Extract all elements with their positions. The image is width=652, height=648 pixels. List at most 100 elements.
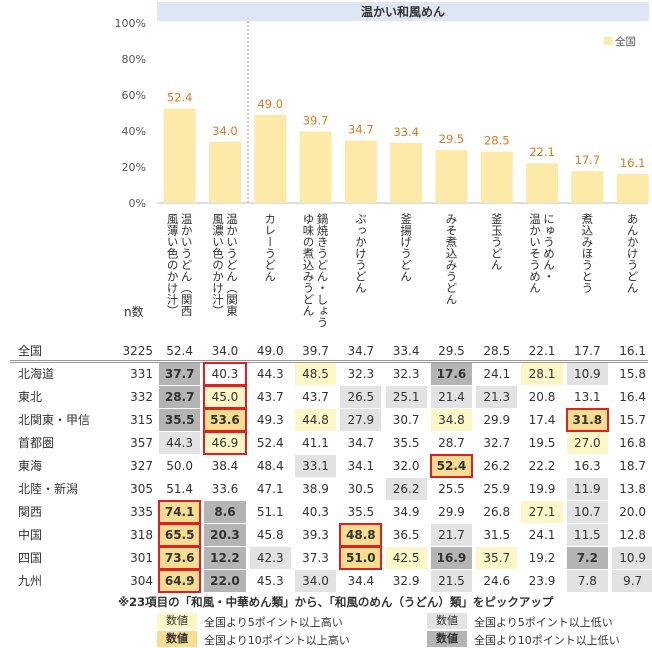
table-cell: 21.7 [430, 524, 473, 546]
table-cell: 21.4 [430, 386, 473, 408]
sample-size: 327 [130, 459, 153, 473]
table-cell: 13.1 [573, 390, 601, 404]
category-label: 釜玉うどん [490, 212, 504, 270]
table-cell: 44.8 [294, 409, 337, 431]
category-label: 温かいそうめん [528, 212, 542, 293]
table-cell: 26.8 [483, 505, 511, 519]
table-cell: 21.3 [476, 386, 518, 408]
table-cell: 7.8 [566, 570, 608, 592]
category-label: にゅうめん・ [542, 213, 556, 282]
legend-swatch-l2: 数値 [427, 631, 467, 647]
table-cell: 53.6 [204, 409, 246, 431]
category-label: 温かいうどん（関東 [225, 212, 239, 317]
sample-size: 332 [130, 390, 153, 404]
sample-size: 335 [130, 505, 153, 519]
bar-chart: 温かい和風めん 0% 20% 40% 60% 80% 100% 52.4 34.0 49.0 3… [115, 2, 649, 328]
table-cell: 17.6 [430, 363, 473, 385]
bar [390, 142, 423, 203]
table-cell: 29.9 [438, 505, 465, 519]
table-cell: 47.1 [256, 482, 284, 496]
sample-size: 304 [130, 574, 153, 588]
table-cell: 42.5 [385, 547, 427, 569]
footnote: ※23項目の「和風・中華めん類」から、「和風のめん（うどん）類」をピックアップ [118, 595, 554, 609]
table-cell: 18.7 [619, 459, 646, 473]
bar-value-label: 52.4 [167, 91, 193, 105]
category-label: みそ煮込みうどん [444, 213, 458, 305]
table-cell: 8.6 [204, 501, 246, 523]
table-cell: 25.9 [483, 482, 511, 496]
table-cell: 65.5 [159, 524, 201, 546]
bar [435, 149, 468, 203]
category-label: ぶっかけうどん [354, 213, 368, 294]
y-tick-label: 60% [122, 89, 146, 102]
table-cell: 10.7 [566, 501, 608, 523]
table-cell: 32.7 [483, 436, 511, 450]
bar-value-label: 28.5 [484, 134, 510, 148]
table-cell: 12.8 [619, 528, 646, 542]
bar [254, 114, 287, 203]
category-label: 煮込みほうとう [580, 213, 594, 294]
table-cell: 28.7 [159, 386, 201, 408]
table-cell: 52.4 [166, 344, 193, 358]
table-cell: 27.1 [521, 501, 563, 523]
table-cell: 40.3 [211, 367, 239, 381]
table-cell: 34.9 [392, 505, 420, 519]
table-cell: 37.7 [159, 363, 201, 385]
table-cell: 9.7 [612, 570, 652, 592]
category-label: ゆ味の煮込みうどん [302, 213, 316, 317]
table-row: 九州 304 64.9 22.0 45.3 34.0 34.4 32.9 21.5 24.6 23.… [0, 570, 652, 592]
legend-swatch [604, 37, 612, 45]
table-row: 北関東・甲信 315 35.5 53.6 49.3 44.8 27.9 30.7 34.8 29.… [0, 409, 652, 431]
table-cell: 35.7 [476, 547, 518, 569]
region-label: 中国 [18, 528, 43, 542]
table-cell: 39.7 [302, 344, 329, 358]
category-label: 鍋焼きうどん・しょう [316, 212, 330, 328]
table-cell: 29.9 [483, 413, 511, 427]
y-tick-label: 40% [122, 125, 146, 138]
legend-swatch-h1: 数値 [157, 613, 197, 629]
table-cell: 50.0 [166, 459, 193, 473]
y-tick-label: 100% [115, 17, 146, 30]
table-cell: 44.3 [256, 367, 284, 381]
legend-text-h2: 全国より10ポイント以上高い [204, 634, 350, 647]
bar [616, 174, 649, 203]
table-cell: 34.7 [347, 344, 375, 358]
table-cell: 21.5 [430, 570, 473, 592]
table-cell: 46.9 [204, 432, 246, 454]
region-label: 九州 [18, 574, 43, 588]
sample-size: 3225 [122, 344, 153, 358]
category-label: あんかけうどん [626, 213, 640, 294]
table-cell: 35.5 [159, 409, 201, 431]
table-cell: 32.0 [392, 459, 420, 473]
bar [163, 108, 196, 203]
table-cell: 49.3 [256, 413, 284, 427]
legend-swatch-l1: 数値 [427, 613, 467, 629]
bar [526, 163, 559, 203]
region-label: 四国 [18, 551, 43, 565]
legend-text-h1: 全国より5ポイント以上高い [204, 616, 343, 629]
table-cell: 32.9 [392, 574, 420, 588]
total-row-divider [10, 362, 648, 363]
table-cell: 16.9 [430, 547, 473, 569]
bar-value-label: 17.7 [575, 153, 601, 167]
table-cell: 32.3 [347, 367, 375, 381]
table-row: 中国 318 65.5 20.3 45.8 39.3 48.8 36.5 21.7 31.5 24.… [0, 524, 652, 546]
region-label: 全国 [18, 344, 43, 358]
table-cell: 48.4 [256, 459, 284, 473]
table-cell: 24.1 [483, 367, 511, 381]
table-cell: 35.5 [392, 436, 420, 450]
table-cell: 43.7 [256, 390, 284, 404]
table-cell: 39.3 [302, 528, 329, 542]
sample-size: 301 [130, 551, 153, 565]
table-cell: 15.7 [619, 413, 646, 427]
table-cell: 49.0 [256, 344, 284, 358]
table-cell: 26.2 [385, 478, 427, 500]
bar-value-label: 29.5 [439, 132, 465, 146]
table-cell: 28.7 [438, 436, 465, 450]
legend-label: 全国 [615, 35, 636, 48]
sample-size: 315 [130, 413, 153, 427]
table-cell: 27.0 [566, 432, 608, 454]
category-label: 温かいうどん（関西 [180, 212, 194, 316]
table-cell: 45.3 [256, 574, 284, 588]
table-cell: 20.0 [619, 505, 646, 519]
